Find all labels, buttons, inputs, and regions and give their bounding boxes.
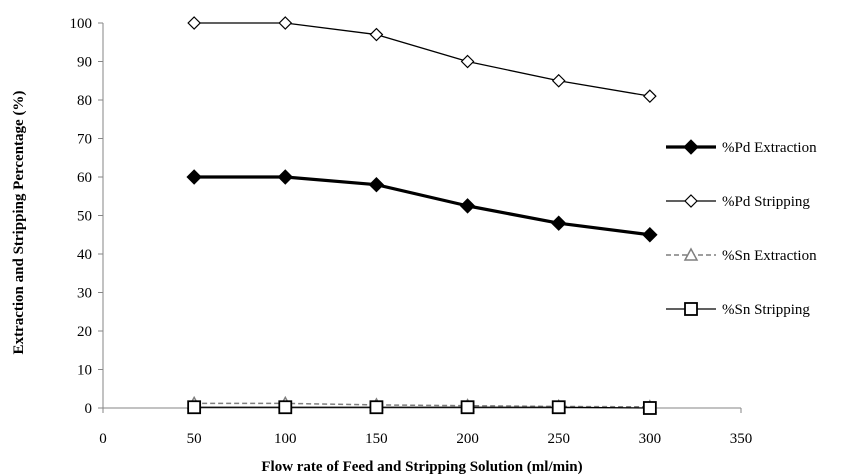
legend-label: %Pd Stripping [722,194,810,210]
y-tick-label: 90 [77,55,92,71]
y-tick-label: 0 [85,401,93,417]
data-point [277,169,293,185]
x-tick-label: 150 [365,431,388,447]
data-point [369,27,384,42]
series-sn-stripping [187,400,657,415]
data-point [643,89,657,103]
x-tick-label: 100 [274,431,297,447]
x-tick-label: 50 [187,431,202,447]
legend-item: %Sn Extraction [666,247,817,264]
legend-label: %Sn Stripping [722,302,810,318]
y-tick-label: 80 [77,93,92,109]
series-sn-extraction [186,395,658,413]
data-point [460,400,475,415]
series-line [194,402,650,408]
legend-item: %Pd Extraction [666,139,817,156]
y-tick-label: 60 [77,170,92,186]
x-tick-label: 200 [456,431,479,447]
series-line [194,22,650,97]
x-axis-title: Flow rate of Feed and Stripping Solution… [261,459,582,475]
legend-label: %Pd Extraction [722,140,817,156]
y-tick-label: 70 [77,132,92,148]
data-point [187,16,201,30]
data-point [278,400,293,415]
series-pd-stripping [187,16,657,103]
legend-marker [683,139,699,155]
data-point [186,169,202,185]
data-point [368,176,385,193]
plot-area [186,16,658,415]
x-tick-label: 0 [99,431,107,447]
data-point [551,400,566,415]
legend-label: %Sn Extraction [722,248,817,264]
x-tick-label: 350 [730,431,753,447]
y-axis-ticks: 0 10 20 30 40 50 60 70 80 90 100 [70,16,103,417]
legend-marker [684,194,698,208]
y-tick-label: 40 [77,247,92,263]
series-pd-extraction [186,169,658,243]
y-tick-label: 50 [77,209,92,225]
x-tick-label: 300 [639,431,662,447]
series-line [194,175,651,237]
y-tick-label: 10 [77,363,92,379]
data-point [369,400,384,415]
legend-item: %Sn Stripping [666,302,810,318]
data-point [460,54,475,69]
x-tick-label: 250 [547,431,570,447]
data-point [551,73,566,88]
legend: %Pd Extraction %Pd Stripping %Sn Extractio… [666,139,817,318]
data-point [642,227,658,243]
series-line [194,406,650,409]
legend-item: %Pd Stripping [666,194,810,210]
axes [102,23,741,409]
y-tick-label: 100 [70,16,93,32]
y-tick-label: 30 [77,286,92,302]
legend-marker [684,302,698,316]
y-axis-title: Extraction and Stripping Percentage (%) [11,91,27,355]
data-point [187,400,202,415]
y-tick-label: 20 [77,324,92,340]
data-point [551,215,567,231]
legend-marker [683,247,699,261]
data-point [642,401,657,415]
data-point [278,16,293,30]
data-point [459,198,476,214]
